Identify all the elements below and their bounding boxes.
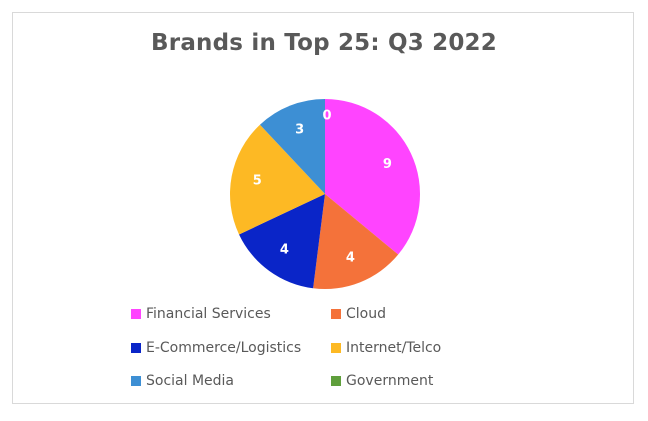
legend-label: Government <box>346 373 434 389</box>
legend-swatch <box>331 343 341 353</box>
data-label-cloud: 4 <box>346 251 355 266</box>
pie-slice-financial-services <box>325 99 420 255</box>
legend-label: Social Media <box>146 373 235 389</box>
legend-label: Financial Services <box>146 306 271 322</box>
legend-item-internet-telco: Internet/Telco <box>331 338 441 358</box>
pie-slice-social-media <box>259 99 325 194</box>
legend-swatch <box>131 309 141 319</box>
legend-label: E-Commerce/Logistics <box>146 340 302 356</box>
legend-item-cloud: Cloud <box>331 304 386 324</box>
legend-label: Internet/Telco <box>346 340 442 356</box>
pie-slice-cloud <box>313 194 399 289</box>
legend-swatch <box>131 343 141 353</box>
pie-slice-internet-telco <box>229 124 325 235</box>
data-label-government: 0 <box>322 109 331 124</box>
pie-chart: 9 4 4 5 3 0 <box>229 99 420 289</box>
legend-label: Cloud <box>346 306 386 322</box>
chart-card: Brands in Top 25: Q3 2022 9 4 4 5 3 0 Financi… <box>12 12 634 404</box>
pie-data-labels: 9 4 4 5 3 0 <box>253 109 392 266</box>
legend-item-financial-services: Financial Services <box>131 304 271 324</box>
legend-item-ecommerce-logistics: E-Commerce/Logistics <box>131 338 301 358</box>
legend-swatch <box>131 376 141 386</box>
legend-swatch <box>331 376 341 386</box>
pie-slice-e-commerce-logistics <box>239 194 325 289</box>
data-label-social-media: 3 <box>295 122 304 137</box>
pie-slices <box>229 99 420 289</box>
data-label-financial-services: 9 <box>383 157 392 172</box>
legend-swatch <box>331 309 341 319</box>
data-label-e-commerce-logistics: 4 <box>280 242 289 257</box>
chart-title: Brands in Top 25: Q3 2022 <box>151 30 497 56</box>
legend-item-government: Government <box>331 371 433 391</box>
legend-item-social-media: Social Media <box>131 371 234 391</box>
data-label-internet-telco: 5 <box>253 174 262 189</box>
